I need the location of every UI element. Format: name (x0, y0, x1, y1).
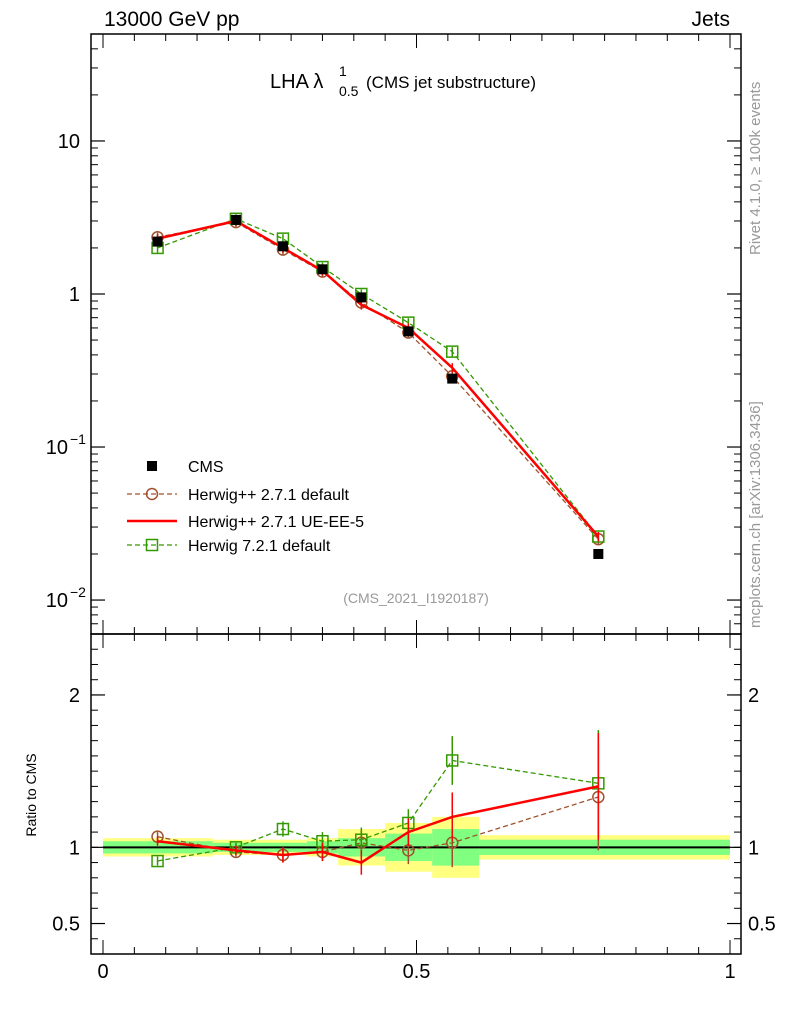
ratio-y-tick-label: 2 (69, 685, 80, 707)
ratio-y-axis-label: Ratio to CMS (23, 753, 39, 836)
ratio-y-tick-label-right: 1 (748, 837, 759, 859)
ratio-panel-frame (90, 633, 742, 955)
ratio-point-h7_default (276, 822, 290, 836)
main-point-cms (356, 292, 367, 303)
main-y-tick-label: 1 (69, 284, 80, 306)
plot-title: LHA λ (270, 71, 323, 93)
main-point-cms (152, 236, 163, 247)
ratio-point-h7_default (445, 754, 459, 767)
ratio-x-tick-label: 0 (97, 961, 108, 983)
legend-marker-h7_default (145, 538, 159, 552)
main-point-cms (447, 373, 458, 384)
plot-title-sup: 1 (339, 63, 347, 79)
main-point-cms (593, 548, 604, 559)
ratio-point-h7_default (151, 854, 164, 868)
rivet-version-label: Rivet 4.1.0, ≥ 100k events (747, 82, 764, 255)
main-point-cms (230, 214, 241, 225)
main-point-cms (277, 241, 288, 252)
ratio-point-h7_default (355, 833, 368, 846)
main-y-tick-label: 10 (46, 590, 68, 612)
legend-label-cms: CMS (188, 459, 224, 476)
main-point-cms (317, 264, 328, 275)
legend-label-h7_default: Herwig 7.2.1 default (188, 538, 331, 555)
main-y-tick-label: 10 (46, 437, 68, 459)
main-point-h7_default (445, 345, 459, 358)
legend-label-hpp_default: Herwig++ 2.7.1 default (188, 487, 350, 504)
ratio-y-tick-label-right: 0.5 (748, 914, 776, 936)
main-series-line-h7_default (157, 218, 599, 537)
main-y-tick-exponent: −2 (70, 584, 86, 600)
legend-marker-cms (147, 461, 157, 471)
header-process-label: 13000 GeV pp (104, 8, 240, 31)
analysis-id: (CMS_2021_I1920187) (343, 590, 489, 606)
mcplots-label: mcplots.cern.ch [arXiv:1306.3436] (747, 401, 764, 628)
main-point-cms (403, 326, 414, 337)
legend-marker-hpp_default (145, 487, 159, 501)
main-y-tick-exponent: −1 (70, 431, 86, 447)
ratio-series-line-hpp_ueee5 (157, 785, 599, 864)
main-point-h7_default (592, 530, 605, 543)
ratio-series-line-h7_default (157, 759, 599, 862)
ratio-x-tick-label: 1 (724, 961, 735, 983)
header-observable-label: Jets (691, 8, 730, 31)
ratio-y-tick-label: 1 (69, 837, 80, 859)
plot-title-sub: 0.5 (339, 83, 359, 99)
ratio-x-tick-label: 0.5 (403, 961, 431, 983)
plot-title-note: (CMS jet substructure) (366, 73, 536, 92)
ratio-y-tick-label-right: 2 (748, 685, 759, 707)
legend-label-hpp_ueee5: Herwig++ 2.7.1 UE-EE-5 (188, 514, 364, 531)
main-y-tick-label: 10 (58, 131, 80, 153)
ratio-series-line-hpp_default (157, 796, 599, 856)
ratio-y-tick-label: 0.5 (52, 914, 80, 936)
main-series-line-hpp_ueee5 (157, 219, 600, 538)
